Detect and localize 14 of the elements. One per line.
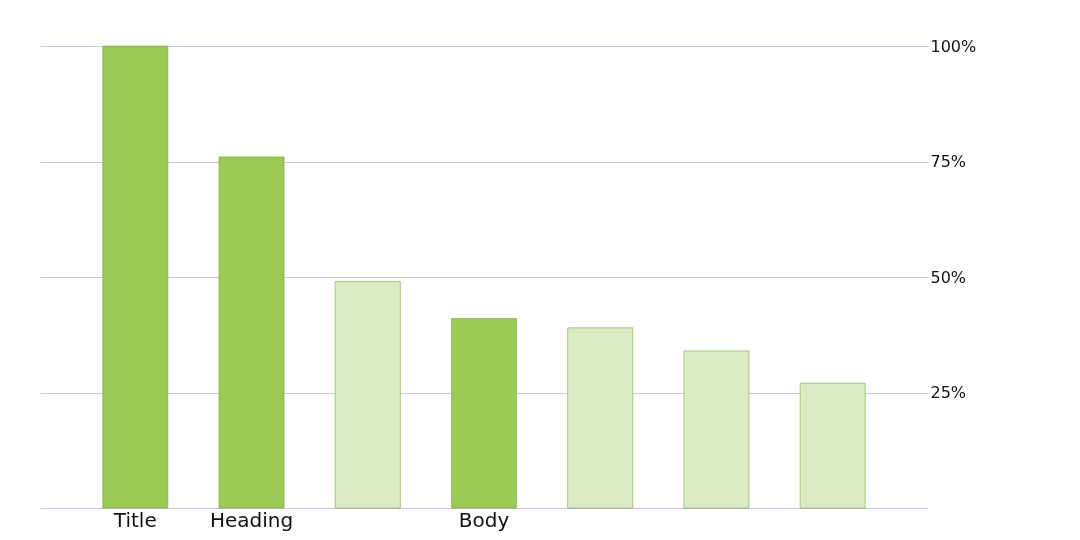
- bar: [799, 382, 866, 509]
- bar: [102, 45, 169, 509]
- x-tick-label: Heading: [209, 507, 294, 532]
- y-tick-label: 50%: [930, 267, 967, 287]
- x-tick-label: Title: [112, 507, 157, 532]
- y-tick-label: 100%: [930, 36, 977, 56]
- x-tick-label: Body: [458, 507, 510, 532]
- bar: [683, 350, 750, 509]
- y-tick-label: 25%: [930, 383, 967, 402]
- bar: [567, 327, 634, 509]
- bar: [334, 281, 401, 509]
- bar: [218, 156, 285, 509]
- y-tick-label: 75%: [930, 152, 967, 171]
- bar: [450, 318, 518, 509]
